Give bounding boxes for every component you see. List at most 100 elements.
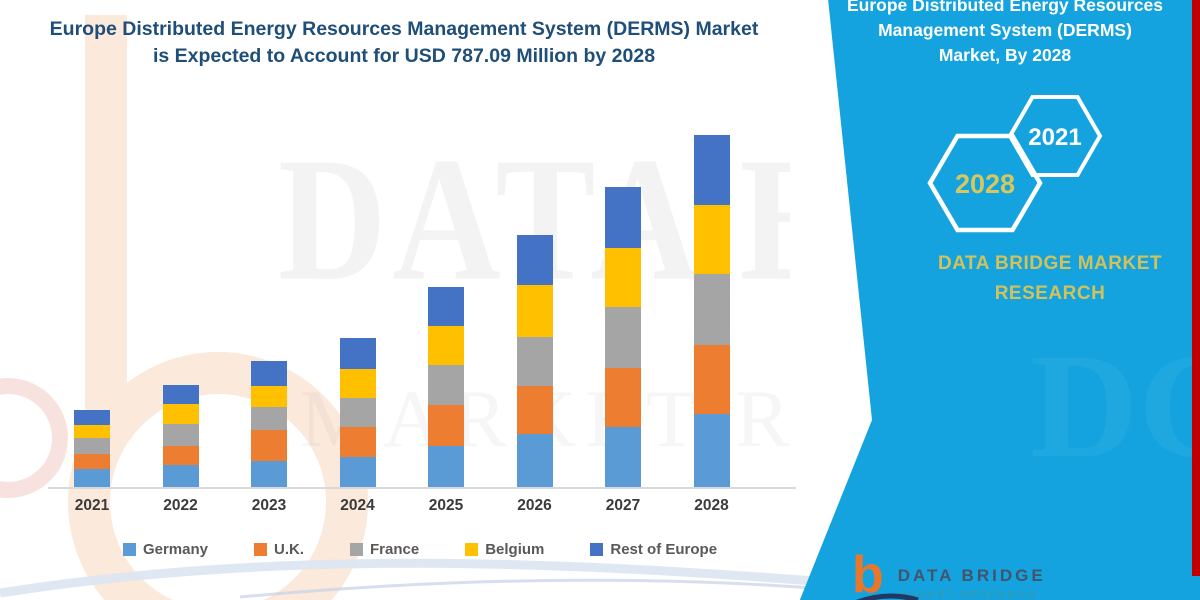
bar-segment-2028-france — [693, 274, 730, 346]
x-tick-label-2023: 2023 — [251, 497, 287, 514]
bar-segment-2024-france — [339, 398, 376, 428]
bar-segment-2023-belgium — [251, 385, 287, 407]
bar-segment-2023-france — [251, 406, 287, 431]
x-tick-label-2021: 2021 — [74, 497, 110, 514]
bar-segment-2021-germany — [74, 469, 110, 487]
stacked-bar-2027 — [605, 187, 641, 487]
legend-swatch-icon — [122, 543, 136, 556]
x-tick-label-2028: 2028 — [694, 497, 729, 514]
legend-swatch-icon — [590, 543, 604, 556]
bar-segment-2021-belgium — [74, 424, 110, 438]
legend-item-u-k-: U.K. — [253, 541, 304, 558]
hexagon-2028-icon — [927, 133, 1043, 233]
bar-segment-2028-belgium — [693, 205, 730, 275]
bar-segment-2027-belgium — [605, 248, 641, 308]
bar-segment-2022-belgium — [162, 403, 199, 424]
legend-item-rest-of-europe: Rest of Europe — [590, 541, 717, 558]
x-tick-label-2024: 2024 — [340, 497, 375, 514]
bar-segment-2026-belgium — [516, 285, 553, 338]
bar-segment-2027-u-k- — [605, 368, 641, 428]
x-axis-line — [48, 487, 796, 489]
bar-segment-2028-rest-of-europe — [693, 135, 730, 206]
bar-segment-2021-u-k- — [74, 453, 110, 470]
brand-text-line1: DATA BRIDGE MARKET — [938, 253, 1162, 274]
year-hexagons: 2028 2021 — [927, 95, 1103, 233]
bar-segment-2022-u-k- — [162, 445, 199, 466]
bar-segment-2028-germany — [693, 414, 730, 487]
bar-segment-2024-rest-of-europe — [339, 338, 376, 369]
panel-title-line3: Market, By 2028 — [938, 45, 1072, 65]
bar-segment-2027-france — [605, 307, 641, 369]
bar-segment-2022-germany — [162, 465, 199, 487]
legend-swatch-icon — [253, 543, 267, 556]
watermark-red-arc — [0, 378, 68, 498]
databridge-logo: b DATA BRIDGE MARKET RESEARCH — [852, 546, 1046, 600]
chart-title: Europe Distributed Energy Resources Mana… — [28, 16, 780, 70]
legend-label: Belgium — [485, 541, 545, 558]
databridge-logo-swoosh-icon — [855, 593, 919, 600]
bar-segment-2023-germany — [251, 461, 287, 487]
stacked-bar-2022 — [162, 384, 199, 487]
stacked-bar-2028 — [693, 135, 730, 487]
bar-segment-2025-rest-of-europe — [428, 287, 464, 327]
panel-title: Europe Distributed Energy Resources Mana… — [825, 0, 1185, 68]
databridge-logo-name: DATA BRIDGE — [897, 566, 1046, 585]
legend-item-france: France — [349, 541, 420, 558]
hexagon-2028-year: 2028 — [955, 169, 1015, 199]
databridge-logo-b-icon: b — [852, 546, 884, 600]
bar-segment-2021-rest-of-europe — [74, 410, 110, 425]
legend-swatch-icon — [349, 543, 363, 556]
bar-segment-2025-belgium — [428, 326, 464, 365]
x-tick-label-2026: 2026 — [517, 497, 552, 514]
stacked-bar-2023 — [251, 360, 287, 487]
stacked-bar-2026 — [516, 235, 553, 487]
bar-segment-2024-germany — [339, 457, 376, 487]
bar-segment-2025-u-k- — [428, 404, 464, 446]
bar-segment-2027-rest-of-europe — [605, 187, 641, 249]
legend-label: Rest of Europe — [610, 541, 718, 558]
panel-title-line2: Management System (DERMS) — [878, 20, 1132, 40]
x-tick-label-2027: 2027 — [605, 497, 641, 514]
bar-segment-2027-germany — [605, 427, 641, 487]
brand-text: DATA BRIDGE MARKET RESEARCH — [900, 249, 1200, 309]
hexagon-2021-icon — [1007, 95, 1103, 177]
bar-segment-2026-france — [516, 337, 553, 387]
chart-title-line1: Europe Distributed Energy Resources Mana… — [49, 18, 759, 40]
bar-segment-2026-u-k- — [516, 386, 553, 435]
chart-title-line2: is Expected to Account for USD 787.09 Mi… — [152, 45, 656, 67]
x-tick-label-2022: 2022 — [163, 497, 198, 514]
bar-segment-2021-france — [74, 437, 110, 454]
bar-segment-2025-france — [428, 364, 464, 405]
legend-label: France — [369, 541, 420, 558]
bar-segment-2022-rest-of-europe — [162, 384, 199, 404]
bar-segment-2028-u-k- — [693, 345, 730, 415]
bar-segment-2024-u-k- — [339, 427, 376, 458]
bar-segment-2022-france — [162, 423, 199, 446]
hexagon-2021-year: 2021 — [1028, 124, 1081, 151]
brand-text-line2: RESEARCH — [994, 283, 1106, 304]
x-tick-label-2025: 2025 — [428, 497, 464, 514]
databridge-logo-subtitle: MARKET RESEARCH — [897, 590, 1037, 600]
legend-label: Germany — [142, 541, 208, 558]
bar-segment-2025-germany — [428, 445, 464, 487]
side-panel-background — [799, 0, 1200, 600]
bar-segment-2023-rest-of-europe — [251, 360, 287, 386]
chart-legend: Germany U.K. France Belgium Rest of Europe — [55, 541, 785, 558]
right-red-strip — [1192, 0, 1200, 576]
databridge-logo-text: DATA BRIDGE MARKET RESEARCH — [898, 566, 1046, 600]
legend-label: U.K. — [273, 541, 304, 558]
watermark-logo-stem — [85, 15, 127, 435]
legend-swatch-icon — [465, 543, 479, 556]
bar-segment-2023-u-k- — [251, 430, 287, 462]
stacked-bar-2025 — [428, 287, 464, 487]
bar-segment-2026-rest-of-europe — [516, 235, 553, 286]
stacked-bar-2024 — [339, 338, 376, 487]
stacked-bar-2021 — [74, 410, 110, 487]
panel-title-line1: Europe Distributed Energy Resources — [846, 0, 1164, 15]
legend-item-belgium: Belgium — [465, 541, 544, 558]
watermark-panel-letters: DGE — [1030, 323, 1200, 489]
bar-segment-2024-belgium — [339, 368, 376, 399]
legend-item-germany: Germany — [122, 541, 208, 558]
bar-segment-2026-germany — [516, 434, 553, 487]
